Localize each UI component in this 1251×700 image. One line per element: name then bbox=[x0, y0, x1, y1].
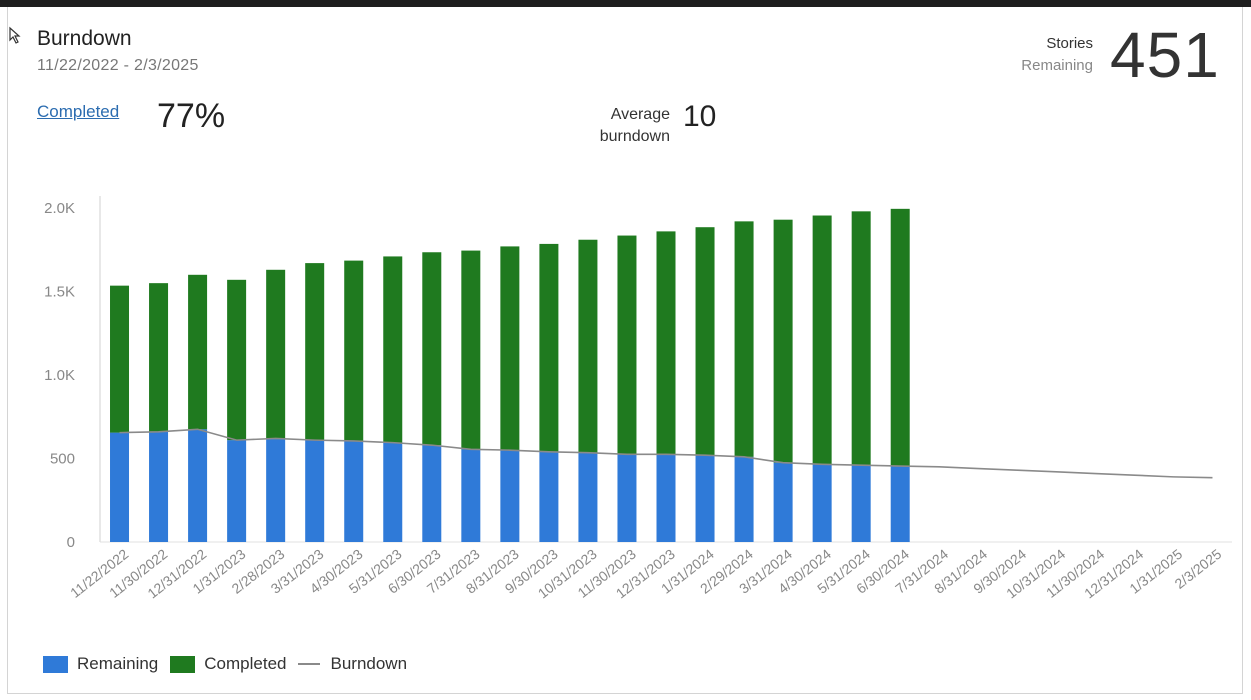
bar-remaining bbox=[578, 452, 598, 542]
bar-completed bbox=[500, 246, 520, 451]
legend-swatch-burndown bbox=[298, 663, 321, 665]
legend-item-completed[interactable]: Completed bbox=[170, 654, 286, 674]
window-top-bar bbox=[0, 0, 1251, 7]
stories-label-line1: Stories bbox=[1046, 35, 1093, 52]
bar-completed bbox=[890, 208, 910, 467]
bar-remaining bbox=[422, 445, 442, 542]
bar-remaining bbox=[266, 438, 286, 542]
bar-completed bbox=[305, 263, 325, 441]
bar-completed bbox=[773, 219, 793, 463]
bar-remaining bbox=[383, 442, 403, 542]
y-tick-label: 500 bbox=[50, 451, 75, 468]
bar-remaining bbox=[500, 450, 520, 542]
stories-remaining-value: 451 bbox=[1110, 19, 1220, 91]
date-range: 11/22/2022 - 2/3/2025 bbox=[37, 57, 199, 74]
bar-remaining bbox=[461, 449, 481, 542]
bar-completed bbox=[734, 221, 754, 457]
burndown-chart: 05001.0K1.5K2.0K11/22/202211/30/202212/3… bbox=[44, 196, 1232, 602]
legend-item-burndown[interactable]: Burndown bbox=[298, 654, 407, 674]
y-tick-label: 1.5K bbox=[44, 284, 75, 301]
stories-label-line2: Remaining bbox=[1021, 57, 1093, 74]
bar-remaining bbox=[773, 462, 793, 542]
average-burndown-value: 10 bbox=[683, 100, 717, 133]
y-tick-label: 2.0K bbox=[44, 200, 75, 217]
chart-legend: Remaining Completed Burndown bbox=[43, 654, 419, 674]
bar-completed bbox=[149, 283, 169, 432]
mouse-cursor-icon bbox=[9, 26, 21, 44]
bar-completed bbox=[617, 235, 637, 455]
widget-card bbox=[7, 7, 1243, 694]
legend-swatch-completed bbox=[170, 655, 196, 673]
bar-completed bbox=[578, 239, 598, 453]
stories-remaining-label: Stories Remaining bbox=[960, 33, 1093, 77]
bar-remaining bbox=[539, 451, 559, 542]
widget-title: Burndown bbox=[37, 27, 132, 50]
y-tick-label: 0 bbox=[67, 534, 75, 551]
bar-completed bbox=[539, 243, 559, 452]
bar-completed bbox=[227, 279, 247, 441]
bar-completed bbox=[188, 274, 208, 430]
completed-value: 77% bbox=[157, 97, 226, 135]
average-label-line2: burndown bbox=[599, 128, 670, 145]
average-burndown-label: Average burndown bbox=[540, 104, 670, 148]
bar-remaining bbox=[188, 429, 208, 542]
bar-remaining bbox=[890, 466, 910, 542]
bar-completed bbox=[422, 252, 442, 446]
bar-remaining bbox=[305, 440, 325, 542]
completed-link[interactable]: Completed bbox=[37, 102, 120, 121]
burndown-line bbox=[119, 428, 1213, 479]
legend-swatch-remaining bbox=[43, 655, 68, 673]
legend-item-remaining[interactable]: Remaining bbox=[43, 654, 158, 674]
legend-label-remaining: Remaining bbox=[77, 654, 159, 673]
bar-remaining bbox=[695, 455, 715, 542]
bar-remaining bbox=[812, 464, 832, 542]
bar-remaining bbox=[344, 440, 364, 542]
bar-remaining bbox=[617, 454, 637, 542]
y-tick-label: 1.0K bbox=[44, 367, 75, 384]
average-label-line1: Average bbox=[610, 106, 670, 123]
bar-completed bbox=[344, 260, 364, 441]
bar-completed bbox=[266, 269, 286, 439]
bar-remaining bbox=[227, 440, 247, 542]
bar-remaining bbox=[656, 454, 676, 542]
bar-completed bbox=[812, 215, 832, 465]
bar-remaining bbox=[851, 465, 871, 542]
bar-completed bbox=[695, 227, 715, 456]
bar-completed bbox=[110, 285, 130, 433]
bar-completed bbox=[383, 256, 403, 443]
legend-label-burndown: Burndown bbox=[330, 654, 408, 673]
bar-remaining bbox=[734, 456, 754, 542]
bar-remaining bbox=[110, 432, 130, 542]
bar-completed bbox=[656, 231, 676, 455]
bar-remaining bbox=[149, 431, 169, 542]
bar-completed bbox=[851, 211, 871, 466]
bar-completed bbox=[461, 250, 481, 450]
legend-label-completed: Completed bbox=[204, 654, 287, 673]
